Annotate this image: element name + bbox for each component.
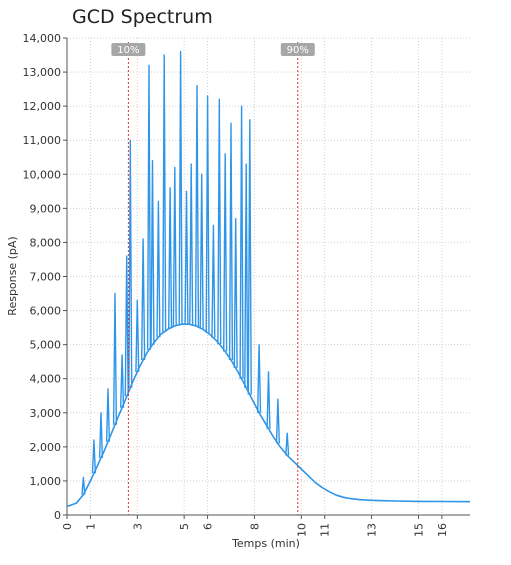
x-tick-label: 0: [61, 523, 74, 530]
series-peak: [178, 50, 183, 325]
marker-badge: [111, 43, 146, 56]
percentile-markers: 10% 90%: [111, 42, 315, 515]
axes: 0 1,000 2,000 3,000 4,000 5,000 6,000 7,000 8,00…: [23, 32, 470, 537]
y-tick-label: 11,000: [23, 134, 62, 147]
series-peak: [257, 343, 262, 413]
y-tick-label: 4,000: [30, 373, 62, 386]
series-peak: [189, 163, 194, 325]
series-peak: [275, 398, 280, 444]
y-tick-label: 14,000: [23, 32, 62, 45]
series-peak: [91, 439, 97, 474]
y-tick-label: 8,000: [30, 236, 62, 249]
x-tick-label: 1: [84, 523, 97, 530]
series-peak: [124, 255, 129, 397]
series-peak: [266, 371, 271, 429]
series-peak: [150, 160, 155, 345]
y-tick-label: 1,000: [30, 475, 62, 488]
series-peak: [184, 190, 189, 325]
y-tick-label: 5,000: [30, 339, 62, 352]
series-peak: [128, 139, 133, 388]
x-tick-label: 11: [319, 523, 332, 537]
marker-label: 10%: [117, 45, 139, 56]
series-peak: [135, 299, 140, 372]
series-peak: [105, 388, 111, 442]
y-axis-label: Response (pA): [6, 236, 19, 315]
series-peak: [285, 432, 290, 456]
y-tick-label: 7,000: [30, 271, 62, 284]
y-tick-label: 6,000: [30, 305, 62, 318]
series-peak: [244, 163, 249, 388]
series-peak: [233, 217, 238, 368]
series-peak: [168, 187, 173, 329]
y-tick-label: 2,000: [30, 441, 62, 454]
y-tick-label: 13,000: [23, 66, 62, 79]
series-peak: [194, 85, 200, 327]
marker-label: 90%: [287, 45, 309, 56]
x-tick-label: 16: [436, 523, 449, 537]
x-tick-label: 10: [295, 523, 308, 537]
series-peak: [98, 412, 104, 458]
series-peak: [141, 238, 146, 361]
x-tick-label: 8: [248, 523, 261, 530]
series-peak: [172, 166, 177, 326]
series-peak: [199, 173, 204, 329]
x-tick-label: 13: [366, 523, 379, 537]
series-peak: [228, 122, 234, 361]
y-tick-label: 10,000: [23, 168, 62, 181]
series-peak: [81, 476, 86, 495]
series-peak: [217, 98, 222, 345]
series-peak: [223, 153, 228, 352]
x-tick-label: 3: [131, 523, 144, 530]
series-peak: [205, 95, 210, 333]
x-tick-label: 6: [202, 523, 215, 530]
x-tick-label: 5: [178, 523, 191, 530]
series-peak: [156, 200, 161, 338]
y-tick-label: 3,000: [30, 407, 62, 420]
y-tick-label: 0: [54, 509, 61, 522]
series-peak: [239, 105, 244, 379]
series-peak: [211, 224, 216, 338]
x-axis-label: Temps (min): [231, 537, 300, 550]
y-tick-label: 12,000: [23, 100, 62, 113]
series-layer: [66, 50, 471, 508]
y-tick-label: 9,000: [30, 202, 62, 215]
series-peak: [120, 354, 125, 408]
marker-badge: [280, 43, 315, 56]
series-peak: [247, 119, 252, 395]
chart-title: GCD Spectrum: [72, 6, 213, 28]
series-peak: [146, 64, 152, 350]
series-peak: [112, 292, 118, 425]
series-peak: [162, 54, 167, 332]
x-tick-label: 15: [412, 523, 425, 537]
